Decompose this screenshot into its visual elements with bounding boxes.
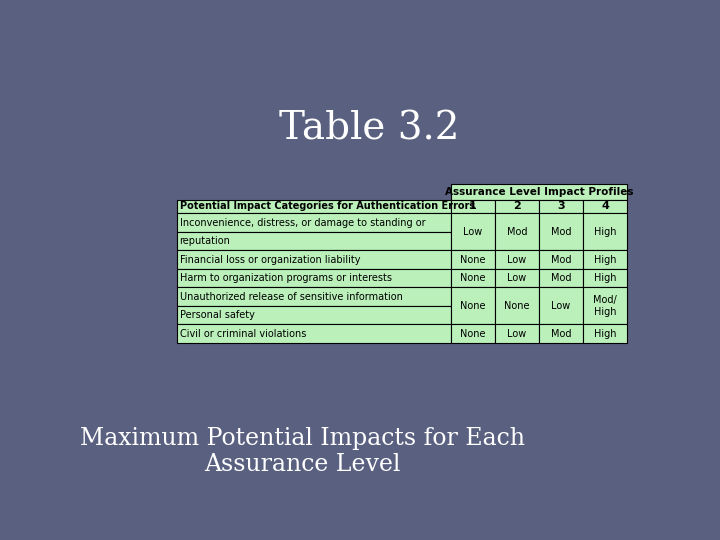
Text: Financial loss or organization liability: Financial loss or organization liability bbox=[179, 254, 360, 265]
Text: None: None bbox=[504, 301, 529, 311]
Bar bbox=[177, 232, 451, 251]
Bar bbox=[583, 213, 627, 251]
Bar bbox=[495, 325, 539, 343]
Text: Mod: Mod bbox=[551, 328, 571, 339]
Bar bbox=[583, 325, 627, 343]
Text: High: High bbox=[594, 273, 616, 283]
Bar bbox=[583, 251, 627, 269]
Bar bbox=[177, 184, 451, 200]
Bar bbox=[177, 269, 451, 287]
Bar bbox=[451, 213, 495, 251]
Bar bbox=[583, 200, 627, 213]
Bar bbox=[583, 269, 627, 287]
Text: Low: Low bbox=[463, 227, 482, 237]
Text: Low: Low bbox=[507, 254, 526, 265]
Bar bbox=[177, 287, 451, 306]
Bar bbox=[539, 251, 583, 269]
Text: None: None bbox=[460, 301, 485, 311]
Bar bbox=[177, 306, 451, 325]
Text: Low: Low bbox=[507, 328, 526, 339]
Text: Harm to organization programs or interests: Harm to organization programs or interes… bbox=[179, 273, 392, 283]
Bar bbox=[177, 213, 451, 232]
Text: None: None bbox=[460, 254, 485, 265]
Bar bbox=[539, 325, 583, 343]
Bar bbox=[495, 287, 539, 325]
Text: reputation: reputation bbox=[179, 236, 230, 246]
Text: Mod: Mod bbox=[551, 227, 571, 237]
Text: Mod/
High: Mod/ High bbox=[593, 295, 617, 316]
Text: High: High bbox=[594, 227, 616, 237]
Text: High: High bbox=[594, 328, 616, 339]
Bar bbox=[451, 269, 495, 287]
Text: Inconvenience, distress, or damage to standing or: Inconvenience, distress, or damage to st… bbox=[179, 218, 426, 228]
Text: Personal safety: Personal safety bbox=[179, 310, 254, 320]
Bar bbox=[539, 269, 583, 287]
Text: Mod: Mod bbox=[551, 254, 571, 265]
Bar bbox=[495, 269, 539, 287]
Text: Low: Low bbox=[507, 273, 526, 283]
Bar bbox=[451, 251, 495, 269]
Text: Table 3.2: Table 3.2 bbox=[279, 111, 459, 147]
Bar bbox=[451, 184, 627, 200]
Bar bbox=[177, 200, 451, 213]
Text: 3: 3 bbox=[557, 201, 564, 212]
Text: 1: 1 bbox=[469, 201, 477, 212]
Text: High: High bbox=[594, 254, 616, 265]
Bar bbox=[177, 325, 451, 343]
Bar bbox=[583, 287, 627, 325]
Bar bbox=[495, 251, 539, 269]
Text: Unauthorized release of sensitive information: Unauthorized release of sensitive inform… bbox=[179, 292, 402, 301]
Text: Mod: Mod bbox=[551, 273, 571, 283]
Bar bbox=[495, 213, 539, 251]
Text: Low: Low bbox=[552, 301, 570, 311]
Bar bbox=[451, 325, 495, 343]
Text: 2: 2 bbox=[513, 201, 521, 212]
Text: Mod: Mod bbox=[506, 227, 527, 237]
Text: Potential Impact Categories for Authentication Errors: Potential Impact Categories for Authenti… bbox=[179, 201, 474, 212]
Text: None: None bbox=[460, 273, 485, 283]
Text: Assurance Level Impact Profiles: Assurance Level Impact Profiles bbox=[444, 187, 633, 197]
Bar bbox=[451, 200, 495, 213]
Bar bbox=[539, 200, 583, 213]
Bar bbox=[495, 200, 539, 213]
Bar bbox=[451, 287, 495, 325]
Bar bbox=[539, 213, 583, 251]
Text: Maximum Potential Impacts for Each
Assurance Level: Maximum Potential Impacts for Each Assur… bbox=[79, 427, 525, 476]
Text: None: None bbox=[460, 328, 485, 339]
Bar bbox=[539, 287, 583, 325]
Bar bbox=[177, 251, 451, 269]
Text: 4: 4 bbox=[601, 201, 609, 212]
Text: Civil or criminal violations: Civil or criminal violations bbox=[179, 328, 306, 339]
